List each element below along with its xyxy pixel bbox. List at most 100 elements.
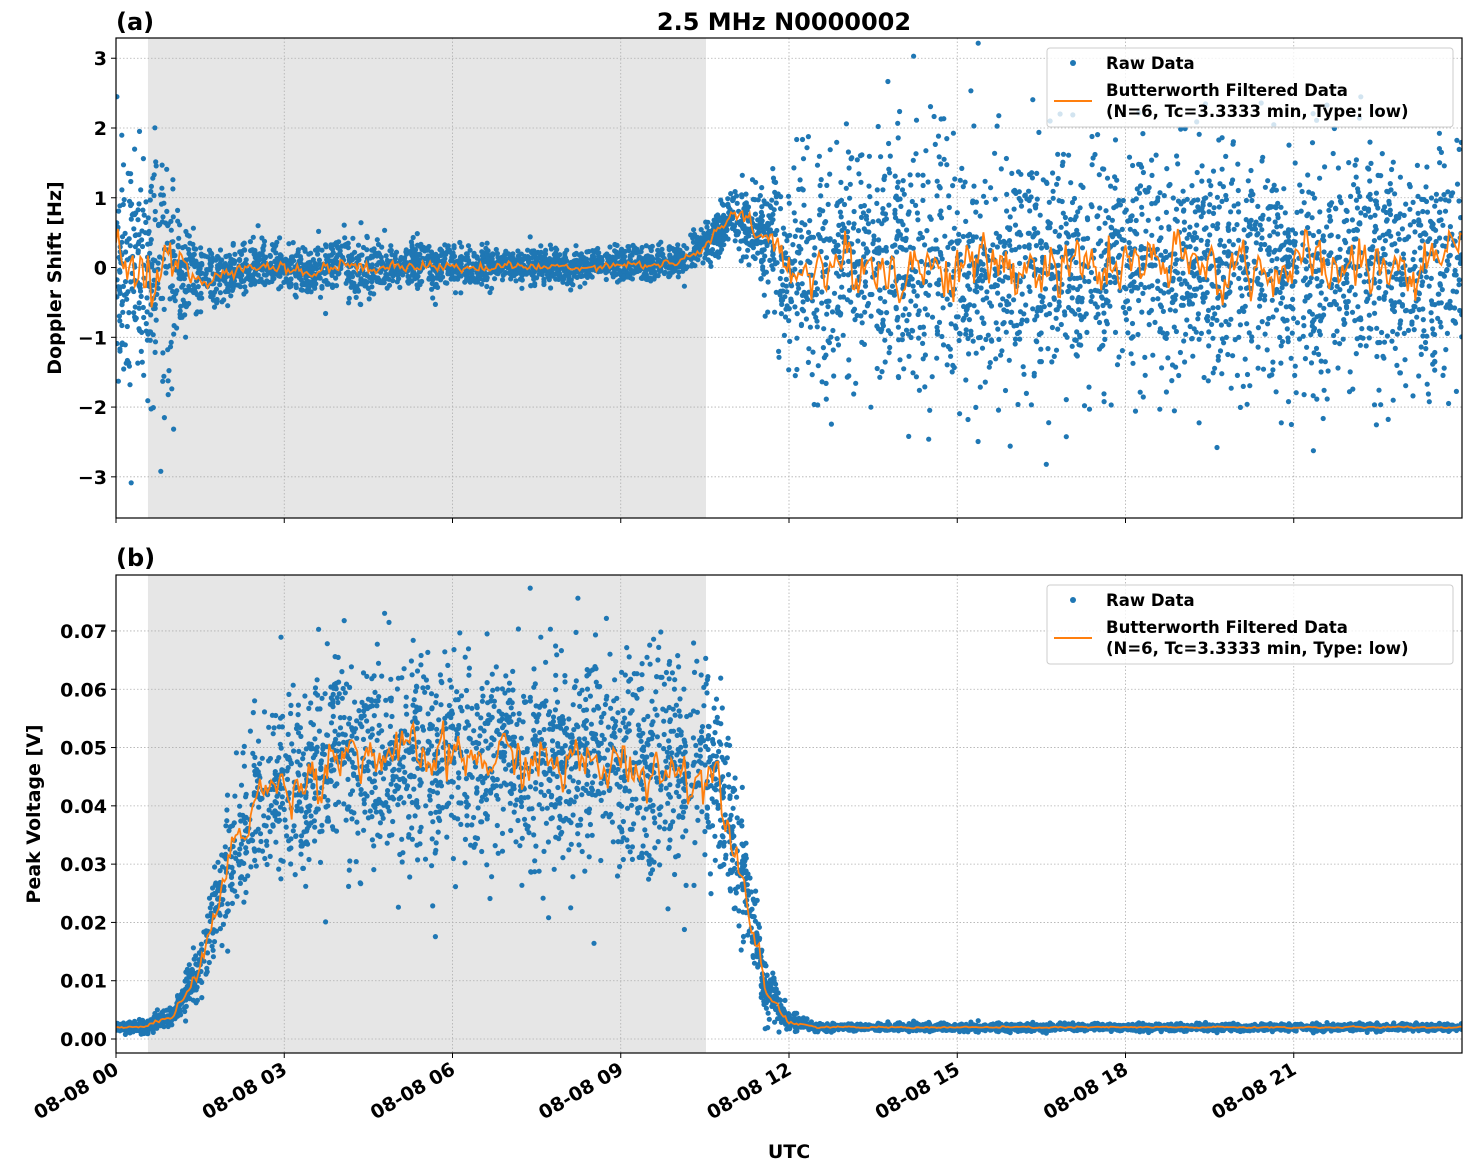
raw-data-point bbox=[500, 272, 506, 278]
raw-data-point bbox=[1299, 188, 1305, 195]
raw-data-point bbox=[1266, 251, 1272, 257]
raw-data-point bbox=[828, 334, 834, 340]
raw-data-point bbox=[1273, 389, 1279, 395]
raw-data-point bbox=[627, 253, 634, 259]
raw-data-point bbox=[1228, 385, 1234, 391]
raw-data-point bbox=[1130, 360, 1136, 366]
raw-data-point bbox=[1170, 278, 1176, 284]
raw-data-point bbox=[484, 283, 490, 290]
raw-data-point bbox=[920, 172, 926, 178]
raw-data-point bbox=[450, 269, 456, 275]
raw-data-point bbox=[1317, 175, 1323, 181]
raw-data-point bbox=[1172, 261, 1178, 267]
raw-data-point bbox=[941, 116, 947, 122]
raw-data-point bbox=[1026, 188, 1032, 194]
raw-data-point bbox=[190, 282, 196, 288]
raw-data-point bbox=[1154, 246, 1160, 252]
raw-data-point bbox=[1200, 291, 1206, 297]
raw-data-point bbox=[1380, 353, 1386, 359]
raw-data-point bbox=[877, 287, 883, 293]
raw-data-point bbox=[1117, 287, 1123, 294]
raw-data-point bbox=[1266, 315, 1272, 322]
raw-data-point bbox=[1361, 279, 1367, 285]
raw-data-point bbox=[1086, 384, 1092, 390]
raw-data-point bbox=[1400, 251, 1406, 257]
raw-data-point bbox=[759, 185, 765, 191]
raw-data-point bbox=[1100, 302, 1106, 309]
raw-data-point bbox=[890, 243, 896, 249]
raw-data-point bbox=[152, 305, 158, 311]
raw-data-point bbox=[499, 277, 506, 283]
raw-data-point bbox=[1006, 301, 1012, 307]
raw-data-point bbox=[768, 204, 774, 210]
raw-data-point bbox=[744, 226, 750, 232]
raw-data-point bbox=[1381, 293, 1387, 300]
raw-data-point bbox=[346, 295, 352, 301]
raw-data-point bbox=[880, 323, 887, 329]
raw-data-point bbox=[1456, 282, 1462, 288]
raw-data-point bbox=[1059, 198, 1065, 205]
raw-data-point bbox=[992, 196, 998, 202]
raw-data-point bbox=[951, 225, 958, 231]
raw-data-point bbox=[1191, 264, 1197, 271]
raw-data-point bbox=[241, 247, 247, 253]
raw-data-point bbox=[1337, 246, 1343, 252]
raw-data-point bbox=[1450, 288, 1456, 294]
raw-data-point bbox=[210, 297, 216, 303]
raw-data-point bbox=[816, 212, 823, 218]
raw-data-point bbox=[1217, 242, 1223, 248]
raw-data-point bbox=[851, 221, 857, 227]
raw-data-point bbox=[770, 166, 776, 172]
raw-data-point bbox=[378, 269, 384, 275]
raw-data-point bbox=[1441, 273, 1447, 279]
raw-data-point bbox=[167, 344, 174, 350]
raw-data-point bbox=[1210, 315, 1216, 321]
raw-data-point bbox=[152, 208, 158, 215]
raw-data-point bbox=[148, 237, 154, 243]
raw-data-point bbox=[1389, 338, 1395, 344]
raw-data-point bbox=[846, 287, 853, 293]
raw-data-point bbox=[1436, 209, 1443, 215]
raw-data-point bbox=[796, 285, 802, 291]
raw-data-point bbox=[1278, 204, 1284, 210]
raw-data-point bbox=[1060, 210, 1066, 216]
raw-data-point bbox=[1172, 308, 1178, 314]
raw-data-point bbox=[701, 230, 707, 237]
raw-data-point bbox=[219, 299, 225, 305]
raw-data-point bbox=[1133, 217, 1139, 224]
raw-data-point bbox=[858, 203, 864, 210]
raw-data-point bbox=[920, 324, 927, 330]
raw-data-point bbox=[1394, 362, 1400, 368]
raw-data-point bbox=[981, 193, 987, 199]
raw-data-point bbox=[1214, 317, 1220, 323]
raw-data-point bbox=[1136, 190, 1143, 196]
raw-data-point bbox=[417, 282, 423, 288]
raw-data-point bbox=[973, 404, 979, 410]
raw-data-point bbox=[1260, 212, 1266, 218]
raw-data-point bbox=[792, 373, 798, 379]
raw-data-point bbox=[1314, 255, 1320, 261]
raw-data-point bbox=[906, 433, 912, 439]
raw-data-point bbox=[868, 404, 874, 410]
raw-data-point bbox=[693, 244, 699, 250]
raw-data-point bbox=[1424, 381, 1430, 387]
raw-data-point bbox=[1210, 370, 1216, 376]
raw-data-point bbox=[1135, 331, 1141, 338]
raw-data-point bbox=[1223, 196, 1229, 203]
raw-data-point bbox=[998, 352, 1004, 358]
raw-data-point bbox=[1223, 192, 1229, 199]
raw-data-point bbox=[358, 220, 364, 226]
raw-data-point bbox=[1074, 353, 1080, 359]
raw-data-point bbox=[1344, 208, 1350, 214]
raw-data-point bbox=[333, 283, 340, 289]
raw-data-point bbox=[1149, 201, 1155, 207]
raw-data-point bbox=[995, 290, 1001, 296]
raw-data-point bbox=[831, 373, 837, 379]
raw-data-point bbox=[1410, 256, 1416, 263]
raw-data-point bbox=[1177, 349, 1183, 356]
raw-data-point bbox=[1298, 208, 1304, 214]
raw-data-point bbox=[1164, 166, 1170, 172]
raw-data-point bbox=[277, 252, 283, 258]
raw-data-point bbox=[694, 237, 701, 243]
raw-data-point bbox=[147, 197, 153, 203]
